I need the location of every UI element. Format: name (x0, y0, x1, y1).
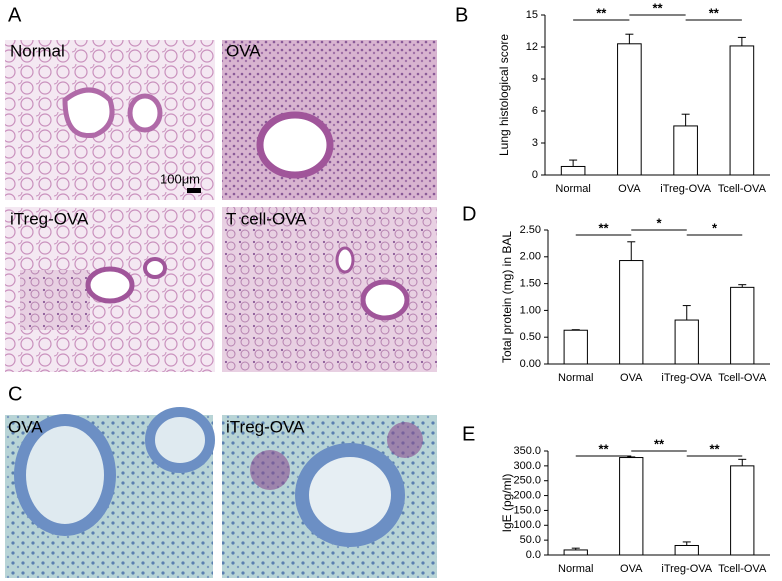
bar (674, 319, 699, 365)
y-tick-label: 12 (526, 41, 538, 53)
x-tick-label: iTreg-OVA (661, 372, 712, 384)
x-tick-label: Normal (555, 183, 590, 195)
x-tick-label: Normal (558, 563, 593, 575)
panel-label: C (8, 383, 22, 405)
image-label: Normal (10, 41, 65, 60)
y-tick-label: 100.0 (513, 519, 541, 531)
y-tick-label: 2.00 (520, 251, 541, 263)
y-tick-label: 0.50 (520, 331, 541, 343)
bar (563, 549, 588, 556)
y-tick-label: 350.0 (513, 445, 541, 457)
x-tick-label: OVA (620, 372, 643, 384)
y-tick-label: 2.50 (520, 224, 541, 236)
y-tick-label: 3 (532, 137, 538, 149)
y-tick-label: 1.00 (520, 304, 541, 316)
bar (729, 45, 755, 176)
y-tick-label: 0 (532, 169, 538, 181)
bar (563, 329, 588, 365)
x-tick-label: Tcell-OVA (718, 183, 767, 195)
y-tick-label: 50.0 (520, 534, 541, 546)
panel-label: A (8, 4, 22, 26)
image-label: iTreg-OVA (226, 417, 305, 436)
image-label: iTreg-OVA (10, 209, 89, 228)
y-tick-label: 1.50 (520, 278, 541, 290)
scale-bar-label: 100μm (160, 171, 200, 186)
significance-label: ** (709, 5, 720, 20)
significance-label: * (712, 220, 718, 235)
micrograph (222, 415, 437, 578)
x-tick-label: iTreg-OVA (661, 563, 712, 575)
bar (560, 165, 586, 176)
micrograph (5, 407, 215, 578)
micrograph (5, 40, 215, 200)
y-tick-label: 6 (532, 105, 538, 117)
y-tick-label: 300.0 (513, 460, 541, 472)
panel-label: B (455, 4, 468, 26)
y-tick-label: 0.00 (520, 358, 541, 370)
x-tick-label: Normal (558, 372, 593, 384)
y-axis-label: IgE (pg/ml) (500, 474, 514, 533)
bar (619, 260, 644, 365)
image-label: OVA (226, 41, 261, 60)
y-tick-label: 0.0 (526, 549, 541, 561)
significance-label: ** (596, 5, 607, 20)
bar (673, 125, 698, 176)
micrograph (222, 207, 437, 372)
x-tick-label: OVA (620, 563, 643, 575)
panel-label: D (462, 203, 476, 225)
y-tick-label: 15 (526, 9, 538, 21)
x-tick-label: OVA (618, 183, 641, 195)
panel-label: E (462, 423, 475, 445)
significance-label: ** (652, 0, 663, 15)
bar (674, 544, 699, 556)
significance-label: * (656, 215, 662, 230)
x-tick-label: iTreg-OVA (660, 183, 711, 195)
bar (617, 43, 642, 176)
image-label: OVA (8, 417, 43, 436)
bar (730, 286, 755, 365)
y-axis-label: Total protein (mg) in BAL (500, 231, 514, 363)
bar (730, 465, 755, 556)
significance-label: ** (598, 441, 609, 456)
significance-label: ** (654, 436, 665, 451)
y-tick-label: 150.0 (513, 504, 541, 516)
x-tick-label: Tcell-OVA (718, 563, 767, 575)
micrograph (222, 40, 437, 200)
bar (619, 457, 644, 556)
y-axis-label: Lung histological score (497, 34, 511, 156)
significance-label: ** (598, 220, 609, 235)
x-tick-label: Tcell-OVA (718, 372, 767, 384)
significance-label: ** (709, 441, 720, 456)
y-tick-label: 250.0 (513, 475, 541, 487)
y-tick-label: 200.0 (513, 489, 541, 501)
y-tick-label: 9 (532, 73, 538, 85)
micrograph (5, 207, 215, 372)
image-label: T cell-OVA (226, 209, 307, 228)
